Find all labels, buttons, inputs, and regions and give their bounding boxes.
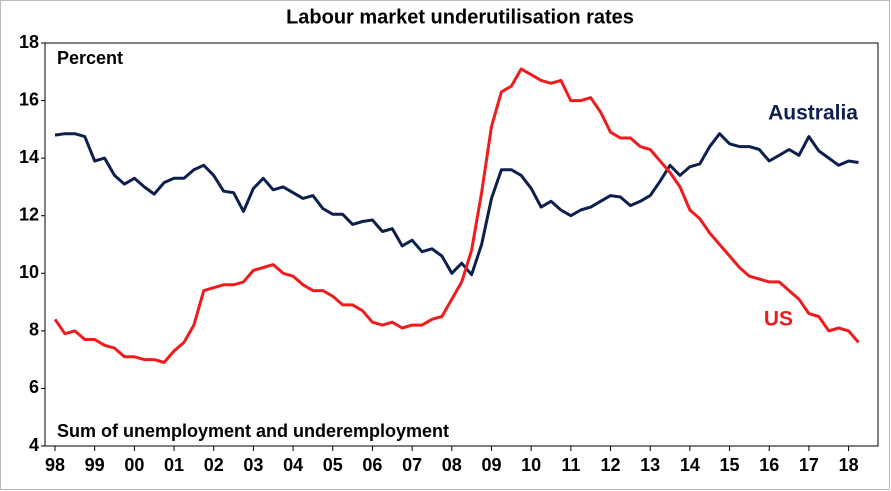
annotation: Percent <box>57 48 123 68</box>
y-tick-label: 14 <box>19 147 39 167</box>
x-tick-label: 15 <box>720 455 740 475</box>
series-line <box>54 132 859 277</box>
y-tick-label: 12 <box>19 204 39 224</box>
y-tick-label: 8 <box>29 320 39 340</box>
y-tick-label: 16 <box>19 89 39 109</box>
x-tick-label: 18 <box>839 455 859 475</box>
x-tick-label: 07 <box>402 455 422 475</box>
x-tick-label: 11 <box>561 455 580 475</box>
x-tick-label: 00 <box>124 455 144 475</box>
x-tick-label: 01 <box>164 455 184 475</box>
y-tick-label: 10 <box>19 262 39 282</box>
plot-frame <box>44 42 879 447</box>
x-tick-label: 10 <box>521 455 541 475</box>
x-tick-label: 14 <box>680 455 700 475</box>
series-label: US <box>764 308 793 331</box>
chart-title: Labour market underutilisation rates <box>286 6 634 28</box>
series-label: Australia <box>768 102 858 125</box>
x-tick-label: 12 <box>601 455 621 475</box>
x-tick-label: 05 <box>323 455 343 475</box>
x-tick-label: 99 <box>85 455 105 475</box>
x-tick-label: 06 <box>362 455 382 475</box>
x-tick-label: 13 <box>640 455 660 475</box>
x-tick-label: 02 <box>204 455 224 475</box>
x-tick-label: 04 <box>283 455 303 475</box>
series-line <box>53 67 860 364</box>
x-tick-label: 03 <box>243 455 263 475</box>
y-tick-label: 18 <box>19 32 39 52</box>
y-tick-label: 6 <box>29 377 39 397</box>
x-tick-label: 98 <box>45 455 65 475</box>
x-tick-label: 08 <box>442 455 462 475</box>
x-tick-label: 17 <box>799 455 819 475</box>
annotation: Sum of unemployment and underemployment <box>57 421 449 441</box>
x-tick-label: 16 <box>759 455 779 475</box>
y-tick-label: 4 <box>29 435 39 455</box>
x-tick-label: 09 <box>481 455 501 475</box>
